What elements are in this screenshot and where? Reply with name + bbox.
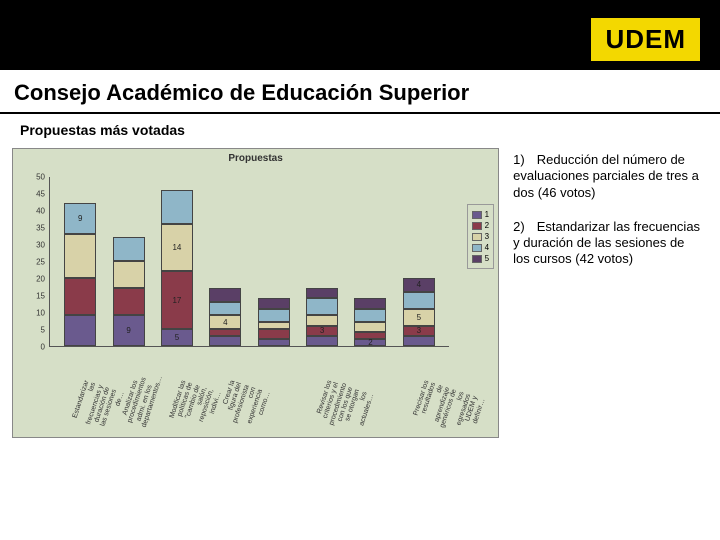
bar-segment [64,315,96,346]
bars-layer: 9951714432354 [50,177,449,346]
bar-segment [258,309,290,323]
y-tick: 0 [41,343,45,352]
bar-segment [306,298,338,315]
item-1: 1) Reducción del número de evaluaciones … [513,152,702,201]
bar-segment [354,309,386,323]
bar-segment [403,292,435,309]
bar-segment: 5 [403,309,435,326]
y-tick: 45 [36,190,45,199]
x-axis: Estandarizar las frecuencias y duración … [49,349,449,435]
y-tick: 10 [36,309,45,318]
bar-segment [354,298,386,308]
bar-segment: 4 [209,315,241,329]
y-tick: 20 [36,275,45,284]
bar-stack: 35 4 [403,278,435,346]
bar-segment [209,288,241,302]
legend-swatch [472,255,482,263]
header-band: UDEM [0,0,720,70]
legend-row: 4 [472,243,489,252]
chart-title: Propuestas [13,149,498,164]
right-text-panel: 1) Reducción del número de evaluaciones … [509,148,708,438]
bar-segment [403,336,435,346]
bar-segment [306,315,338,325]
bar-segment [113,288,145,315]
bar-stack: 9 [113,237,145,346]
bar-stack: 2 [354,298,386,346]
legend: 1 2 3 4 5 [467,204,494,269]
y-tick: 15 [36,292,45,301]
bar-segment [258,329,290,339]
bar-segment: 17 [161,271,193,329]
bar-stack: 3 [306,288,338,346]
legend-swatch [472,244,482,252]
legend-swatch [472,211,482,219]
item-2-num: 2) [513,219,533,235]
y-tick: 25 [36,258,45,267]
bar-segment [306,288,338,298]
y-tick: 50 [36,173,45,182]
page-title: Consejo Académico de Educación Superior [14,80,706,106]
legend-swatch [472,222,482,230]
legend-label: 3 [485,232,489,241]
bar-segment: 3 [306,326,338,336]
legend-label: 2 [485,221,489,230]
bar-stack: 51714 [161,190,193,346]
item-1-text: Reducción del número de evaluaciones par… [513,152,699,200]
bar-segment [209,302,241,316]
bar-segment: 2 [354,339,386,346]
bar-segment [161,190,193,224]
brand-badge: UDEM [591,18,700,61]
item-2: 2) Estandarizar las frecuencias y duraci… [513,219,702,268]
bar-segment [64,234,96,278]
bar-segment [209,336,241,346]
bar-segment [354,322,386,332]
bar-segment [258,298,290,308]
legend-row: 3 [472,232,489,241]
bar-segment: 9 [64,203,96,234]
bar-stack: 4 [209,288,241,346]
bar-segment [209,329,241,336]
bar-segment [258,322,290,329]
item-1-num: 1) [513,152,533,168]
bar-segment: 5 [161,329,193,346]
bar-segment: 9 [113,315,145,346]
plot-area: 9951714432354 [49,177,449,347]
chart-box: Propuestas 05101520253035404550 99517144… [12,148,499,438]
y-tick: 5 [41,326,45,335]
content-row: Propuestas 05101520253035404550 99517144… [0,140,720,438]
y-tick: 35 [36,224,45,233]
legend-row: 5 [472,254,489,263]
bar-segment [113,237,145,261]
bar-segment: 14 [161,224,193,272]
bar-segment: 3 [403,326,435,336]
bar-segment [306,336,338,346]
y-axis: 05101520253035404550 [21,177,47,347]
y-tick: 40 [36,207,45,216]
legend-label: 1 [485,210,489,219]
bar-segment: 4 [403,278,435,292]
y-tick: 30 [36,241,45,250]
item-2-text: Estandarizar las frecuencias y duración … [513,219,700,267]
legend-label: 5 [485,254,489,263]
bar-segment [64,278,96,315]
bar-segment [258,339,290,346]
bar-segment [113,261,145,288]
title-area: Consejo Académico de Educación Superior [0,70,720,114]
bar-stack [258,298,290,346]
subtitle: Propuestas más votadas [0,114,720,140]
legend-label: 4 [485,243,489,252]
legend-row: 1 [472,210,489,219]
legend-swatch [472,233,482,241]
bar-stack: 9 [64,203,96,346]
legend-row: 2 [472,221,489,230]
